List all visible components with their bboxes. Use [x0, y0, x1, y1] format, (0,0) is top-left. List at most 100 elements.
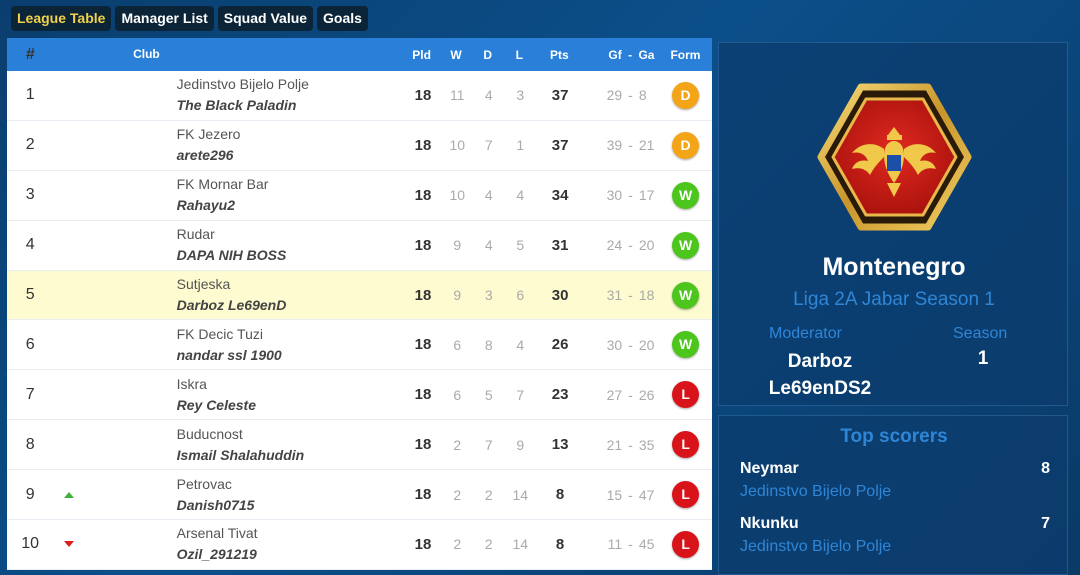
league-table: # Club Pld W D L Pts Gf - Ga Form 1 Jedin…	[7, 38, 712, 570]
header-club: Club	[133, 47, 160, 61]
manager-name[interactable]: Danish0715	[176, 496, 255, 513]
header-trend	[54, 38, 101, 71]
club-name[interactable]: FK Decic Tuzi	[176, 325, 263, 342]
row-position: 2	[25, 136, 35, 154]
season-label: Season	[953, 325, 1008, 342]
manager-name[interactable]: Ismail Shalahuddin	[176, 446, 305, 463]
table-row[interactable]: 4 Rudar DAPA NIH BOSS 18 9 4 5 31 24-20 W	[7, 221, 712, 271]
row-pts: 31	[551, 236, 569, 254]
table-row[interactable]: 3 FK Mornar Bar Rahayu2 18 10 4 4 34 30-17 W	[7, 171, 712, 221]
table-row[interactable]: 10 Arsenal Tivat Ozil_291219 18 2 2 14 8 11-45 L	[7, 520, 712, 570]
club-name[interactable]: Arsenal Tivat	[176, 525, 258, 542]
row-ga: 8	[638, 87, 647, 104]
tab-manager-list[interactable]: Manager List	[115, 6, 214, 31]
row-w: 11	[450, 87, 465, 104]
row-form: L	[659, 481, 712, 509]
top-scorers-title: Top scorers	[840, 426, 948, 447]
scorer-item[interactable]: Neymar 8 Jedinstvo Bijelo Polje	[740, 460, 1050, 501]
montenegro-eagle-icon	[817, 83, 972, 231]
tab-squad-value[interactable]: Squad Value	[217, 6, 314, 31]
row-w: 2	[453, 436, 462, 453]
form-badge: W	[672, 281, 700, 309]
row-form: L	[659, 431, 712, 459]
row-gf: 11	[607, 536, 623, 553]
row-position: 7	[25, 385, 35, 403]
table-row[interactable]: 7 Iskra Rey Celeste 18 6 5 7 23 27-26 L	[7, 370, 712, 421]
row-w: 10	[449, 137, 466, 154]
manager-name[interactable]: The Black Paladin	[176, 97, 297, 114]
row-sep: -	[628, 386, 633, 403]
row-d: 8	[484, 336, 493, 353]
row-position: 6	[25, 335, 35, 353]
row-sep: -	[628, 137, 633, 154]
club-name[interactable]: Jedinstvo Bijelo Polje	[176, 76, 309, 93]
row-l: 14	[512, 486, 529, 503]
table-row[interactable]: 8 Buducnost Ismail Shalahuddin 18 2 7 9 13 21-35…	[7, 420, 712, 471]
row-w: 2	[453, 486, 462, 503]
club-name[interactable]: Buducnost	[176, 425, 243, 442]
form-badge: W	[672, 181, 700, 209]
row-sep: -	[628, 87, 633, 104]
row-sep: -	[628, 486, 633, 503]
row-ga: 17	[638, 187, 655, 204]
row-trend	[53, 420, 99, 469]
row-sep: -	[628, 336, 633, 353]
row-l: 6	[516, 287, 525, 303]
manager-name[interactable]: nandar ssl 1900	[176, 346, 282, 363]
row-trend	[53, 171, 99, 220]
form-badge: L	[672, 481, 700, 509]
tab-league-table[interactable]: League Table	[11, 6, 112, 31]
table-row[interactable]: 6 FK Decic Tuzi nandar ssl 1900 18 6 8 4 26 30-2…	[7, 320, 712, 371]
row-pts: 37	[551, 86, 569, 104]
row-trend	[53, 520, 99, 569]
row-pts: 13	[551, 436, 569, 454]
header-ga: Ga	[638, 47, 655, 62]
manager-name[interactable]: DAPA NIH BOSS	[176, 247, 287, 264]
moderator-value: Darboz Le69enDS2	[768, 351, 872, 399]
manager-name[interactable]: Rey Celeste	[176, 396, 257, 413]
row-ga: 47	[638, 486, 655, 503]
row-trend	[53, 370, 99, 419]
form-badge: W	[672, 231, 700, 259]
row-pld: 18	[414, 486, 432, 504]
table-row[interactable]: 1 Jedinstvo Bijelo Polje The Black Paladin…	[7, 71, 712, 121]
row-gf: 39	[606, 137, 623, 154]
manager-name[interactable]: Darboz Le69enD	[176, 297, 287, 313]
row-pts: 34	[551, 186, 569, 204]
table-row[interactable]: 9 Petrovac Danish0715 18 2 2 14 8 15-47 L	[7, 470, 712, 521]
row-l: 7	[516, 386, 525, 403]
row-sep: -	[628, 436, 633, 453]
club-name[interactable]: Petrovac	[176, 475, 232, 492]
header-w: W	[450, 47, 462, 62]
tab-goals[interactable]: Goals	[317, 6, 368, 31]
row-gf: 30	[606, 187, 623, 204]
row-gf: 15	[606, 486, 623, 503]
row-club: Iskra Rey Celeste	[100, 374, 404, 416]
row-form: L	[659, 530, 712, 558]
row-gf: 21	[606, 436, 623, 453]
row-club: FK Jezero arete296	[100, 124, 404, 166]
scorer-club: Jedinstvo Bijelo Polje	[740, 483, 892, 500]
row-sep: -	[628, 187, 633, 204]
row-trend	[53, 71, 99, 120]
club-name[interactable]: Iskra	[176, 375, 207, 392]
club-name[interactable]: Rudar	[176, 226, 215, 243]
manager-name[interactable]: Rahayu2	[176, 197, 235, 214]
moderator-label: Moderator	[769, 325, 842, 342]
season-value: 1	[977, 348, 989, 369]
form-badge: L	[672, 381, 700, 409]
club-name[interactable]: Sutjeska	[176, 276, 231, 292]
row-gf: 29	[606, 87, 623, 104]
manager-name[interactable]: arete296	[176, 147, 234, 164]
club-name[interactable]: FK Jezero	[176, 126, 241, 143]
row-pld: 18	[414, 286, 432, 304]
row-club: Sutjeska Darboz Le69enD	[100, 274, 404, 316]
scorer-item[interactable]: Nkunku 7 Jedinstvo Bijelo Polje	[740, 515, 1050, 556]
club-name[interactable]: FK Mornar Bar	[176, 176, 269, 193]
row-pld: 18	[414, 535, 432, 553]
table-row[interactable]: 2 FK Jezero arete296 18 10 7 1 37 39-21 D	[7, 121, 712, 171]
row-pts: 26	[551, 336, 569, 354]
row-gf: 24	[606, 237, 623, 254]
manager-name[interactable]: Ozil_291219	[176, 546, 257, 563]
table-row[interactable]: 5 Sutjeska Darboz Le69enD 18 9 3 6 30 31-18 W	[7, 270, 712, 321]
